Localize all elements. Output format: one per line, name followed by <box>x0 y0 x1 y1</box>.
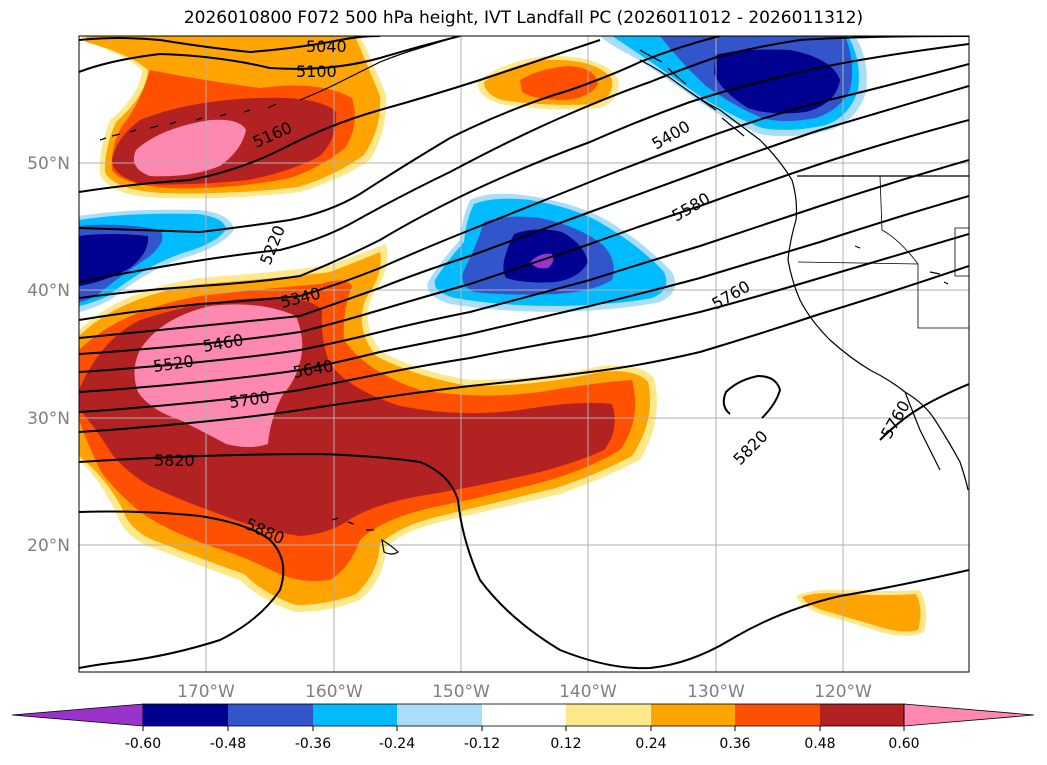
contour-label-5820-west: 5820 <box>154 451 195 470</box>
lat-label-20n: 20°N <box>27 536 70 556</box>
contour-label-5040: 5040 <box>306 37 347 56</box>
colorbar-swatch <box>143 704 228 726</box>
ivt-pc-negative-west <box>79 209 234 312</box>
colorbar-swatch <box>566 704 651 726</box>
colorbar-swatch <box>735 704 820 726</box>
latitude-labels: 50°N 40°N 30°N 20°N <box>27 154 70 556</box>
colorbar-tick-label: -0.12 <box>464 736 500 752</box>
colorbar-ticks <box>142 726 905 731</box>
colorbar-extend-high <box>903 703 1035 727</box>
colorbar-tick-label: -0.60 <box>125 736 161 752</box>
colorbar-swatch <box>313 704 397 726</box>
lon-label-160w: 160°W <box>305 682 363 702</box>
figure-title: 2026010800 F072 500 hPa height, IVT Land… <box>183 8 864 28</box>
colorbar-tick-label: 0.48 <box>804 736 835 752</box>
lon-label-130w: 130°W <box>687 682 745 702</box>
colorbar-tick-label: 0.12 <box>550 736 581 752</box>
longitude-labels: 170°W 160°W 150°W 140°W 130°W 120°W <box>177 682 872 702</box>
colorbar-swatch <box>228 704 313 726</box>
lat-label-50n: 50°N <box>27 154 70 174</box>
colorbar-tick-label: 0.24 <box>635 736 666 752</box>
lon-label-170w: 170°W <box>177 682 235 702</box>
colorbar-tick-label: 0.60 <box>888 736 919 752</box>
colorbar-extend-low <box>11 703 144 727</box>
ivt-pc-positive-se <box>796 589 927 636</box>
contour-label-5100: 5100 <box>296 62 337 81</box>
ivt-pc-negative-ne <box>600 36 867 137</box>
colorbar-tick-label: 0.36 <box>719 736 750 752</box>
lat-label-40n: 40°N <box>27 281 70 301</box>
height-contours <box>79 36 969 670</box>
colorbar-frame <box>142 703 905 727</box>
colorbar-tick-label: -0.48 <box>210 736 246 752</box>
colorbar-swatch <box>651 704 735 726</box>
colorbar: -0.60 -0.48 -0.36 -0.24 -0.12 0.12 0.24 … <box>11 703 1035 752</box>
colorbar-swatch <box>820 704 904 726</box>
coastlines <box>99 36 969 555</box>
map-frame <box>78 35 970 673</box>
lon-label-120w: 120°W <box>814 682 872 702</box>
lat-label-30n: 30°N <box>27 409 70 429</box>
map-panel: 5040 5100 5160 5220 5340 5400 5460 5520 … <box>79 36 969 672</box>
lon-label-140w: 140°W <box>559 682 617 702</box>
colorbar-tick-label: -0.24 <box>379 736 415 752</box>
colorbar-tick-label: -0.36 <box>295 736 331 752</box>
colorbar-swatch <box>397 704 482 726</box>
colorbar-swatch <box>482 704 566 726</box>
lon-label-150w: 150°W <box>432 682 490 702</box>
